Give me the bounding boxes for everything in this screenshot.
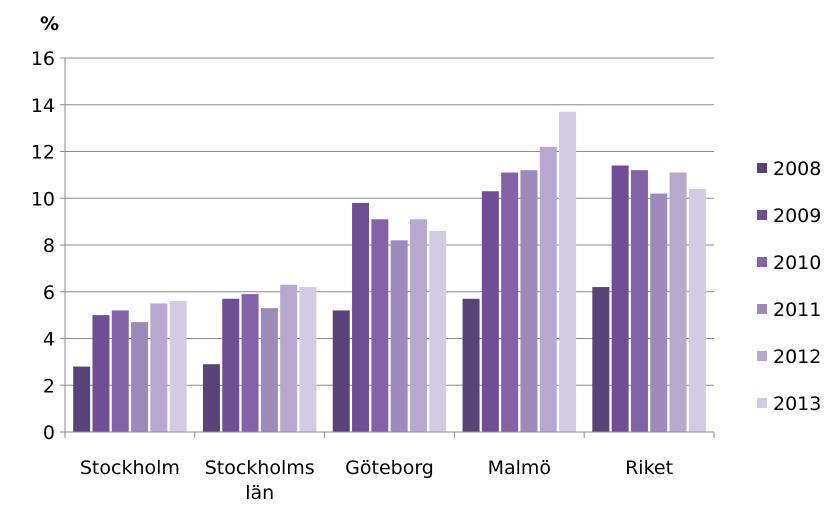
- bar-2009: [92, 315, 110, 432]
- legend-label: 2009: [773, 205, 821, 227]
- y-tick-label: 4: [43, 329, 55, 351]
- y-tick-label: 10: [31, 188, 55, 210]
- bar-2011: [650, 193, 668, 432]
- y-tick-label: 2: [43, 375, 55, 397]
- bar-2010: [630, 170, 648, 432]
- legend-swatch: [757, 351, 767, 361]
- legend-swatch: [757, 304, 767, 314]
- y-tick-label: 16: [31, 48, 55, 70]
- legend-label: 2010: [773, 252, 821, 274]
- bar-2009: [481, 191, 499, 432]
- axes: 0 2 4 6 8 10 12 14 16 Stockholm Stockholms län Göteb…: [31, 48, 715, 504]
- bar-2011: [390, 240, 408, 432]
- bar-2011: [260, 308, 278, 432]
- bar-2010: [501, 172, 519, 432]
- legend-label: 2012: [773, 346, 821, 368]
- bar-2011: [520, 170, 538, 432]
- legend: 2008 2009 2010 2011 2012 2013: [757, 158, 821, 415]
- bar-2008: [202, 364, 220, 432]
- bar-2008: [462, 298, 480, 432]
- y-tick-label: 6: [43, 282, 55, 304]
- x-category-label: Stockholms: [205, 457, 315, 479]
- legend-swatch: [757, 163, 767, 173]
- legend-swatch: [757, 210, 767, 220]
- bar-2013: [169, 301, 187, 432]
- bar-2013: [299, 287, 317, 432]
- x-category-label: Riket: [625, 457, 673, 479]
- bar-2010: [241, 294, 259, 432]
- bar-2010: [371, 219, 389, 432]
- y-tick-label: 0: [43, 422, 55, 444]
- bar-2013: [688, 188, 706, 432]
- bar-2012: [409, 219, 427, 432]
- bar-2008: [73, 366, 91, 432]
- bar-2009: [222, 298, 240, 432]
- x-category-label: Göteborg: [345, 457, 434, 479]
- y-axis-unit-label: %: [40, 13, 59, 35]
- bar-2010: [111, 310, 129, 432]
- bar-2009: [352, 202, 370, 432]
- legend-label: 2011: [773, 299, 821, 321]
- y-tick-label: 14: [31, 95, 55, 117]
- bar-2012: [280, 284, 298, 432]
- bars: [73, 111, 706, 432]
- bar-2012: [669, 172, 687, 432]
- bar-2011: [131, 322, 149, 432]
- x-category-label: Stockholm: [80, 457, 180, 479]
- legend-swatch: [757, 398, 767, 408]
- bar-2008: [592, 287, 610, 432]
- bar-2013: [559, 111, 577, 432]
- legend-label: 2008: [773, 158, 821, 180]
- legend-label: 2013: [773, 393, 821, 415]
- y-tick-label: 12: [31, 142, 55, 164]
- bar-2008: [332, 310, 350, 432]
- y-tick-label: 8: [43, 235, 55, 257]
- x-category-label: län: [245, 482, 274, 504]
- bar-2012: [150, 303, 168, 432]
- bar-2009: [611, 165, 629, 432]
- legend-swatch: [757, 257, 767, 267]
- bar-2012: [539, 146, 557, 432]
- x-category-label: Malmö: [488, 457, 551, 479]
- bar-2013: [429, 230, 447, 432]
